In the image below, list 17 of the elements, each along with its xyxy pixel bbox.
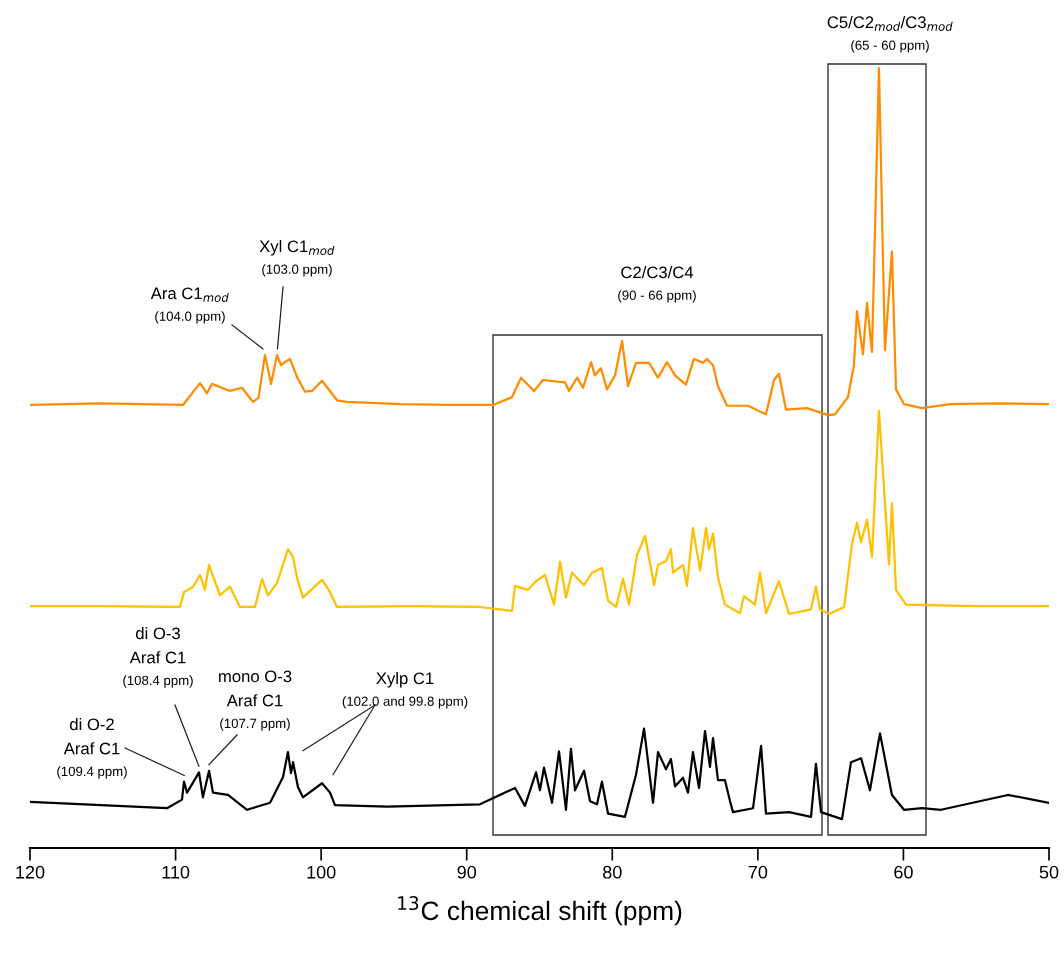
annotation: di O-2 Araf C1 (109.4 ppm) <box>57 718 127 779</box>
x-tick-label: 90 <box>457 865 477 879</box>
annotation: mono O-3 Araf C1 (107.7 ppm) <box>219 670 292 731</box>
annotation: C2/C3/C4 (90 - 66 ppm) <box>618 266 696 303</box>
annotation: Ara C1$_{mod}$ (104.0 ppm) <box>150 287 229 324</box>
text: C5/C2$_{mod}$/C3$_{mod}$ (65 - 60 ppm) <box>827 15 953 53</box>
x-tick-label: 100 <box>307 865 336 879</box>
x-tick-label: 80 <box>603 865 622 879</box>
x-tick-label: 50 <box>1039 865 1059 879</box>
x-tick-label: 110 <box>162 865 190 879</box>
annotation: Xyl C1$_{mod}$ (103.0 ppm) <box>259 240 335 277</box>
x-axis-title: $^{13}$C chemical shift (ppm) <box>398 896 682 926</box>
x-tick-label: 70 <box>748 865 768 879</box>
annotation: di O-3 Araf C1 (108.4 ppm) <box>123 627 193 688</box>
annotation: Xylp C1 (102.0 and 99.8 ppm) <box>342 672 468 709</box>
x-tick-label: 60 <box>894 865 913 879</box>
x-tick-label: 120 <box>16 865 45 879</box>
